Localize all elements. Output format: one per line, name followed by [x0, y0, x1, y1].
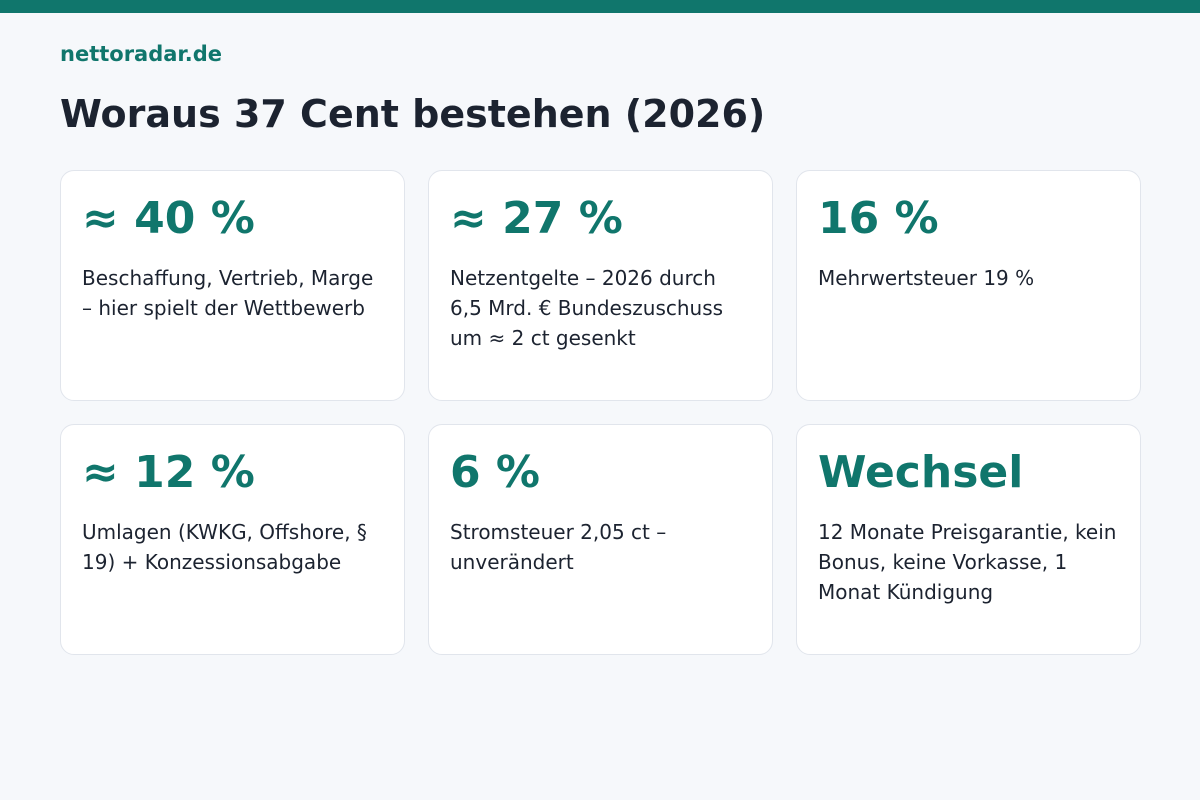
card-umlagen: ≈ 12 % Umlagen (KWKG, Offshore, § 19) + … [60, 424, 405, 655]
card-description: Mehrwertsteuer 19 % [818, 266, 1035, 290]
card-description: 12 Monate Preisgarantie, kein Bonus, kei… [818, 520, 1117, 604]
card-description: Beschaffung, Vertrieb, Marge – hier spie… [82, 266, 374, 320]
card-value: ≈ 12 % [82, 447, 255, 498]
page-title: Woraus 37 Cent bestehen (2026) [60, 92, 766, 136]
card-netzentgelte: ≈ 27 % Netzentgelte – 2026 durch 6,5 Mrd… [428, 170, 773, 401]
cost-breakdown-grid: ≈ 40 % Beschaffung, Vertrieb, Marge – hi… [60, 170, 1141, 655]
card-mehrwertsteuer: 16 % Mehrwertsteuer 19 % [796, 170, 1141, 401]
card-wechsel: Wechsel 12 Monate Preisgarantie, kein Bo… [796, 424, 1141, 655]
card-value: ≈ 27 % [450, 193, 623, 244]
card-stromsteuer: 6 % Stromsteuer 2,05 ct – unverändert [428, 424, 773, 655]
card-description: Stromsteuer 2,05 ct – unverändert [450, 520, 667, 574]
top-accent-bar [0, 0, 1200, 13]
card-value: 16 % [818, 193, 939, 244]
card-beschaffung: ≈ 40 % Beschaffung, Vertrieb, Marge – hi… [60, 170, 405, 401]
card-value: Wechsel [818, 447, 1024, 498]
card-value: 6 % [450, 447, 541, 498]
card-value: ≈ 40 % [82, 193, 255, 244]
card-description: Umlagen (KWKG, Offshore, § 19) + Konzess… [82, 520, 367, 574]
card-description: Netzentgelte – 2026 durch 6,5 Mrd. € Bun… [450, 266, 724, 350]
brand-logo-text[interactable]: nettoradar.de [60, 42, 223, 66]
